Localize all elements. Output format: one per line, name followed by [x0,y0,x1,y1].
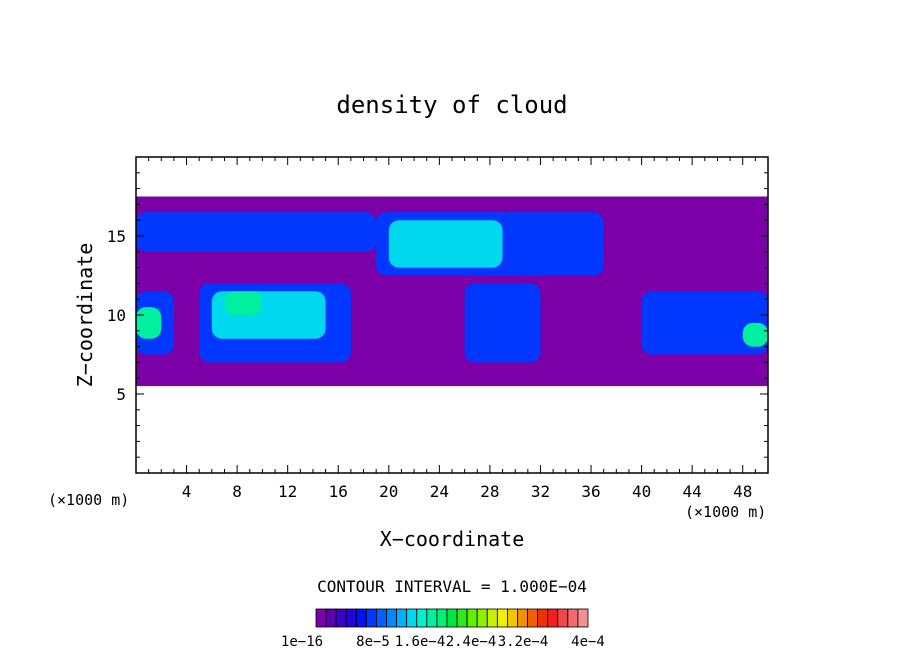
colorbar-swatch [557,608,569,628]
x-axis-unit: (×1000 m) [685,503,766,521]
y-axis-unit: (×1000 m) [48,491,129,509]
colorbar-labels: 1e−16 8e−5 1.6e−4 2.4e−4 3.2e−4 4e−4 [281,634,605,650]
x-tick-label: 16 [329,482,348,501]
colorbar-swatch [406,608,418,628]
colorbar-swatch [446,608,458,628]
colorbar-swatch [547,608,559,628]
colorbar-label: 1e−16 [281,634,323,650]
colorbar-swatch [567,608,579,628]
colorbar-swatch [335,608,347,628]
colorbar [315,608,589,628]
cloud-region [224,291,263,315]
x-axis: 4 8 12 16 20 24 28 32 36 40 44 48 [148,157,756,501]
colorbar-label: 4e−4 [571,634,605,650]
colorbar-swatch [476,608,488,628]
cloud-region [464,283,541,363]
colorbar-swatch [325,608,337,628]
colorbar-label: 2.4e−4 [446,634,497,650]
x-tick-label: 24 [430,482,449,501]
y-tick-label: 10 [107,306,126,325]
colorbar-label: 3.2e−4 [498,634,549,650]
colorbar-swatch [496,608,508,628]
colorbar-swatch [355,608,367,628]
colorbar-swatch [386,608,397,628]
colorbar-swatch [486,608,498,628]
x-tick-label: 8 [232,482,242,501]
x-tick-label: 40 [632,482,651,501]
colorbar-swatch [426,608,438,628]
y-tick-label: 5 [116,385,126,404]
x-tick-label: 32 [531,482,550,501]
colorbar-swatch [466,608,478,628]
x-tick-label: 28 [480,482,499,501]
colorbar-swatch [416,608,428,628]
cloud-field [136,196,768,387]
cloud-region [136,307,162,339]
x-tick-label: 20 [379,482,398,501]
colorbar-swatch [345,608,357,628]
colorbar-swatch [376,608,387,628]
x-tick-label: 48 [733,482,752,501]
cloud-region [388,220,503,268]
colorbar-label: 1.6e−4 [395,634,446,650]
cloud-region [136,212,377,252]
colorbar-label: 8e−5 [356,634,390,650]
plot-frame [135,156,769,474]
chart-title: density of cloud [336,91,567,119]
colorbar-swatch [456,608,468,628]
colorbar-swatch [507,608,518,628]
cloud-region [641,291,768,355]
colorbar-swatch [517,608,528,628]
x-tick-label: 4 [182,482,192,501]
colorbar-swatch [436,608,448,628]
colorbar-swatch [365,608,377,628]
y-axis-label: Z−coordinate [73,243,97,388]
y-axis: 5 10 15 [107,172,768,458]
contour-interval-label: CONTOUR INTERVAL = 1.000E−04 [317,577,587,596]
x-tick-label: 36 [581,482,600,501]
colorbar-swatch [315,608,327,628]
colorbar-swatch [537,608,549,628]
x-tick-label: 44 [683,482,702,501]
x-axis-label: X−coordinate [380,527,525,551]
colorbar-swatch [577,608,589,628]
x-tick-label: 12 [278,482,297,501]
colorbar-swatch [527,608,539,628]
y-tick-label: 15 [107,227,126,246]
colorbar-swatch [396,608,408,628]
cloud-region [742,322,768,347]
